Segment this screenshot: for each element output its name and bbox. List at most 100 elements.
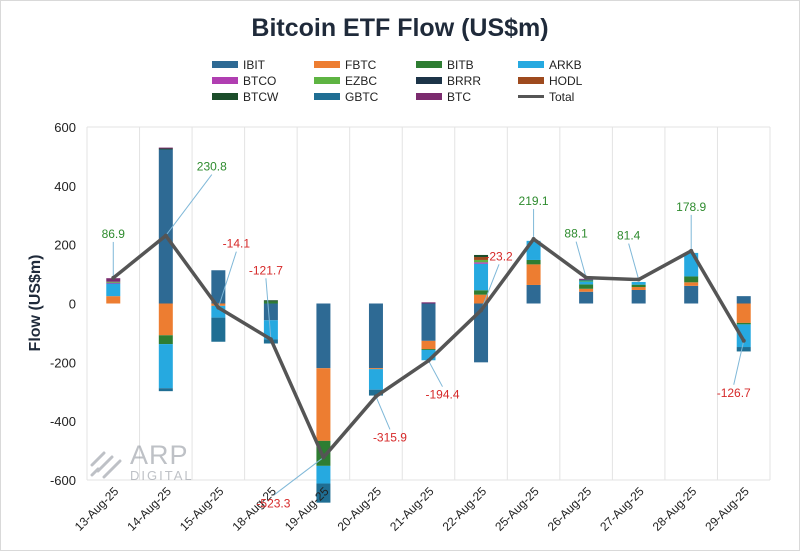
x-tick-labels: 13-Aug-25 14-Aug-25 15-Aug-25 18-Aug-25 19-A… <box>72 484 752 534</box>
bar-segment-ibit <box>474 303 489 363</box>
bar-segment-ibit <box>526 284 541 304</box>
bar-segment-fbtc <box>158 303 173 336</box>
bar-segment-gbtc <box>368 389 383 396</box>
legend-label: IBIT <box>243 57 266 72</box>
leader-line <box>575 241 587 278</box>
y-tick-label: 0 <box>69 297 76 312</box>
bar-segment-arkb <box>263 320 278 340</box>
x-tick-label: 27-Aug-25 <box>597 484 647 534</box>
bar-segment-btc <box>421 302 436 304</box>
bar-segment-btco <box>106 282 121 284</box>
bar-segment-fbtc <box>474 294 489 304</box>
logo-text-top: ARP <box>130 440 189 470</box>
bar-segment-arkb <box>631 282 646 285</box>
legend-item-ezbc: EZBC <box>314 73 416 88</box>
x-tick-label: 28-Aug-25 <box>650 484 700 534</box>
legend-swatch <box>518 77 544 84</box>
leader-line <box>480 264 500 311</box>
bar-segment-btc <box>158 147 173 149</box>
legend-item-total: Total <box>518 89 628 104</box>
bar-segment-ezbc <box>106 281 121 283</box>
bar-segment-ibit <box>316 303 331 369</box>
x-tick-label: 21-Aug-25 <box>387 484 437 534</box>
bar-segment-ezbc <box>579 280 594 282</box>
arp-digital-logo: ARP DIGITAL <box>90 442 194 482</box>
bar-segment-bitb <box>631 284 646 288</box>
bar-segment-gbtc <box>736 347 751 352</box>
bar-segment-fbtc <box>316 368 331 441</box>
total-point <box>216 305 221 310</box>
legend-label: EZBC <box>345 73 378 88</box>
x-tick-label: 13-Aug-25 <box>72 484 122 534</box>
bar-segment-fbtc <box>736 303 751 323</box>
logo-text-bottom: DIGITAL <box>130 468 194 483</box>
legend-swatch <box>416 93 442 100</box>
bar-segment-bitb <box>579 284 594 289</box>
data-label: 81.4 <box>617 229 641 243</box>
bar-segment-arkb <box>158 344 173 389</box>
bar-segment-fbtc <box>579 288 594 292</box>
bar-segment-fbtc <box>106 296 121 304</box>
legend: IBIT FBTC BITB ARKB BTCO EZBC BRRR HODL BTCW GBTC… <box>212 57 632 104</box>
bar-segment-btcw <box>263 300 278 302</box>
leader-line <box>428 360 443 387</box>
y-tick-label: -400 <box>50 414 76 429</box>
data-label: -14.1 <box>223 237 251 251</box>
legend-swatch <box>416 61 442 68</box>
y-axis-title: Flow (US$m) <box>27 255 44 352</box>
legend-label: BTCW <box>243 89 279 104</box>
total-point <box>741 338 746 343</box>
legend-swatch <box>518 61 544 68</box>
data-label: -194.4 <box>425 388 459 402</box>
bar-segment-fbtc <box>684 282 699 286</box>
bar-segment-ibit <box>158 149 173 304</box>
legend-swatch <box>416 77 442 84</box>
legend-item-brrr: BRRR <box>416 73 518 88</box>
leader-lines <box>112 174 745 496</box>
legend-swatch <box>212 93 238 100</box>
bar-segment-arkb <box>106 283 121 297</box>
bar-segment-gbtc <box>579 279 594 281</box>
total-point <box>479 308 484 313</box>
data-label: -121.7 <box>249 263 283 277</box>
x-tick-label: 15-Aug-25 <box>177 484 227 534</box>
legend-item-btcw: BTCW <box>212 89 314 104</box>
legend-item-arkb: ARKB <box>518 57 628 72</box>
leader-line <box>375 396 391 430</box>
bar-segment-arkb <box>579 281 594 285</box>
bar-segment-bitb <box>736 322 751 325</box>
leader-line <box>733 340 745 385</box>
bar-segment-btc <box>106 278 121 282</box>
y-tick-label: 600 <box>54 120 76 135</box>
legend-item-fbtc: FBTC <box>314 57 416 72</box>
total-point <box>531 237 536 242</box>
bar-segment-fbtc <box>368 368 383 370</box>
bar-segment-ibit <box>736 296 751 304</box>
bar-segment-fbtc <box>421 340 436 350</box>
bars <box>106 147 751 503</box>
bar-segment-gbtc <box>316 483 331 503</box>
bar-segment-arkb <box>474 263 489 291</box>
bar-segment-hodl <box>474 257 489 260</box>
gridlines <box>86 126 771 481</box>
data-label: -523.3 <box>256 496 290 510</box>
data-label: 219.1 <box>519 194 549 208</box>
bar-segment-arkb <box>736 324 751 348</box>
bar-segment-fbtc <box>211 303 226 306</box>
total-point <box>163 233 168 238</box>
bar-segment-bitb <box>474 290 489 295</box>
legend-label: FBTC <box>345 57 377 72</box>
bar-segment-arkb <box>368 369 383 390</box>
data-label: 178.9 <box>676 200 706 214</box>
x-tick-label: 22-Aug-25 <box>440 484 490 534</box>
bar-segment-bitb <box>158 335 173 345</box>
legend-label: GBTC <box>345 89 379 104</box>
legend-label: BRRR <box>447 73 482 88</box>
bar-segment-arkb <box>211 305 226 318</box>
legend-swatch <box>314 61 340 68</box>
data-label: 230.8 <box>197 160 227 174</box>
legend-swatch <box>314 77 340 84</box>
y-tick-label: 200 <box>54 238 76 253</box>
